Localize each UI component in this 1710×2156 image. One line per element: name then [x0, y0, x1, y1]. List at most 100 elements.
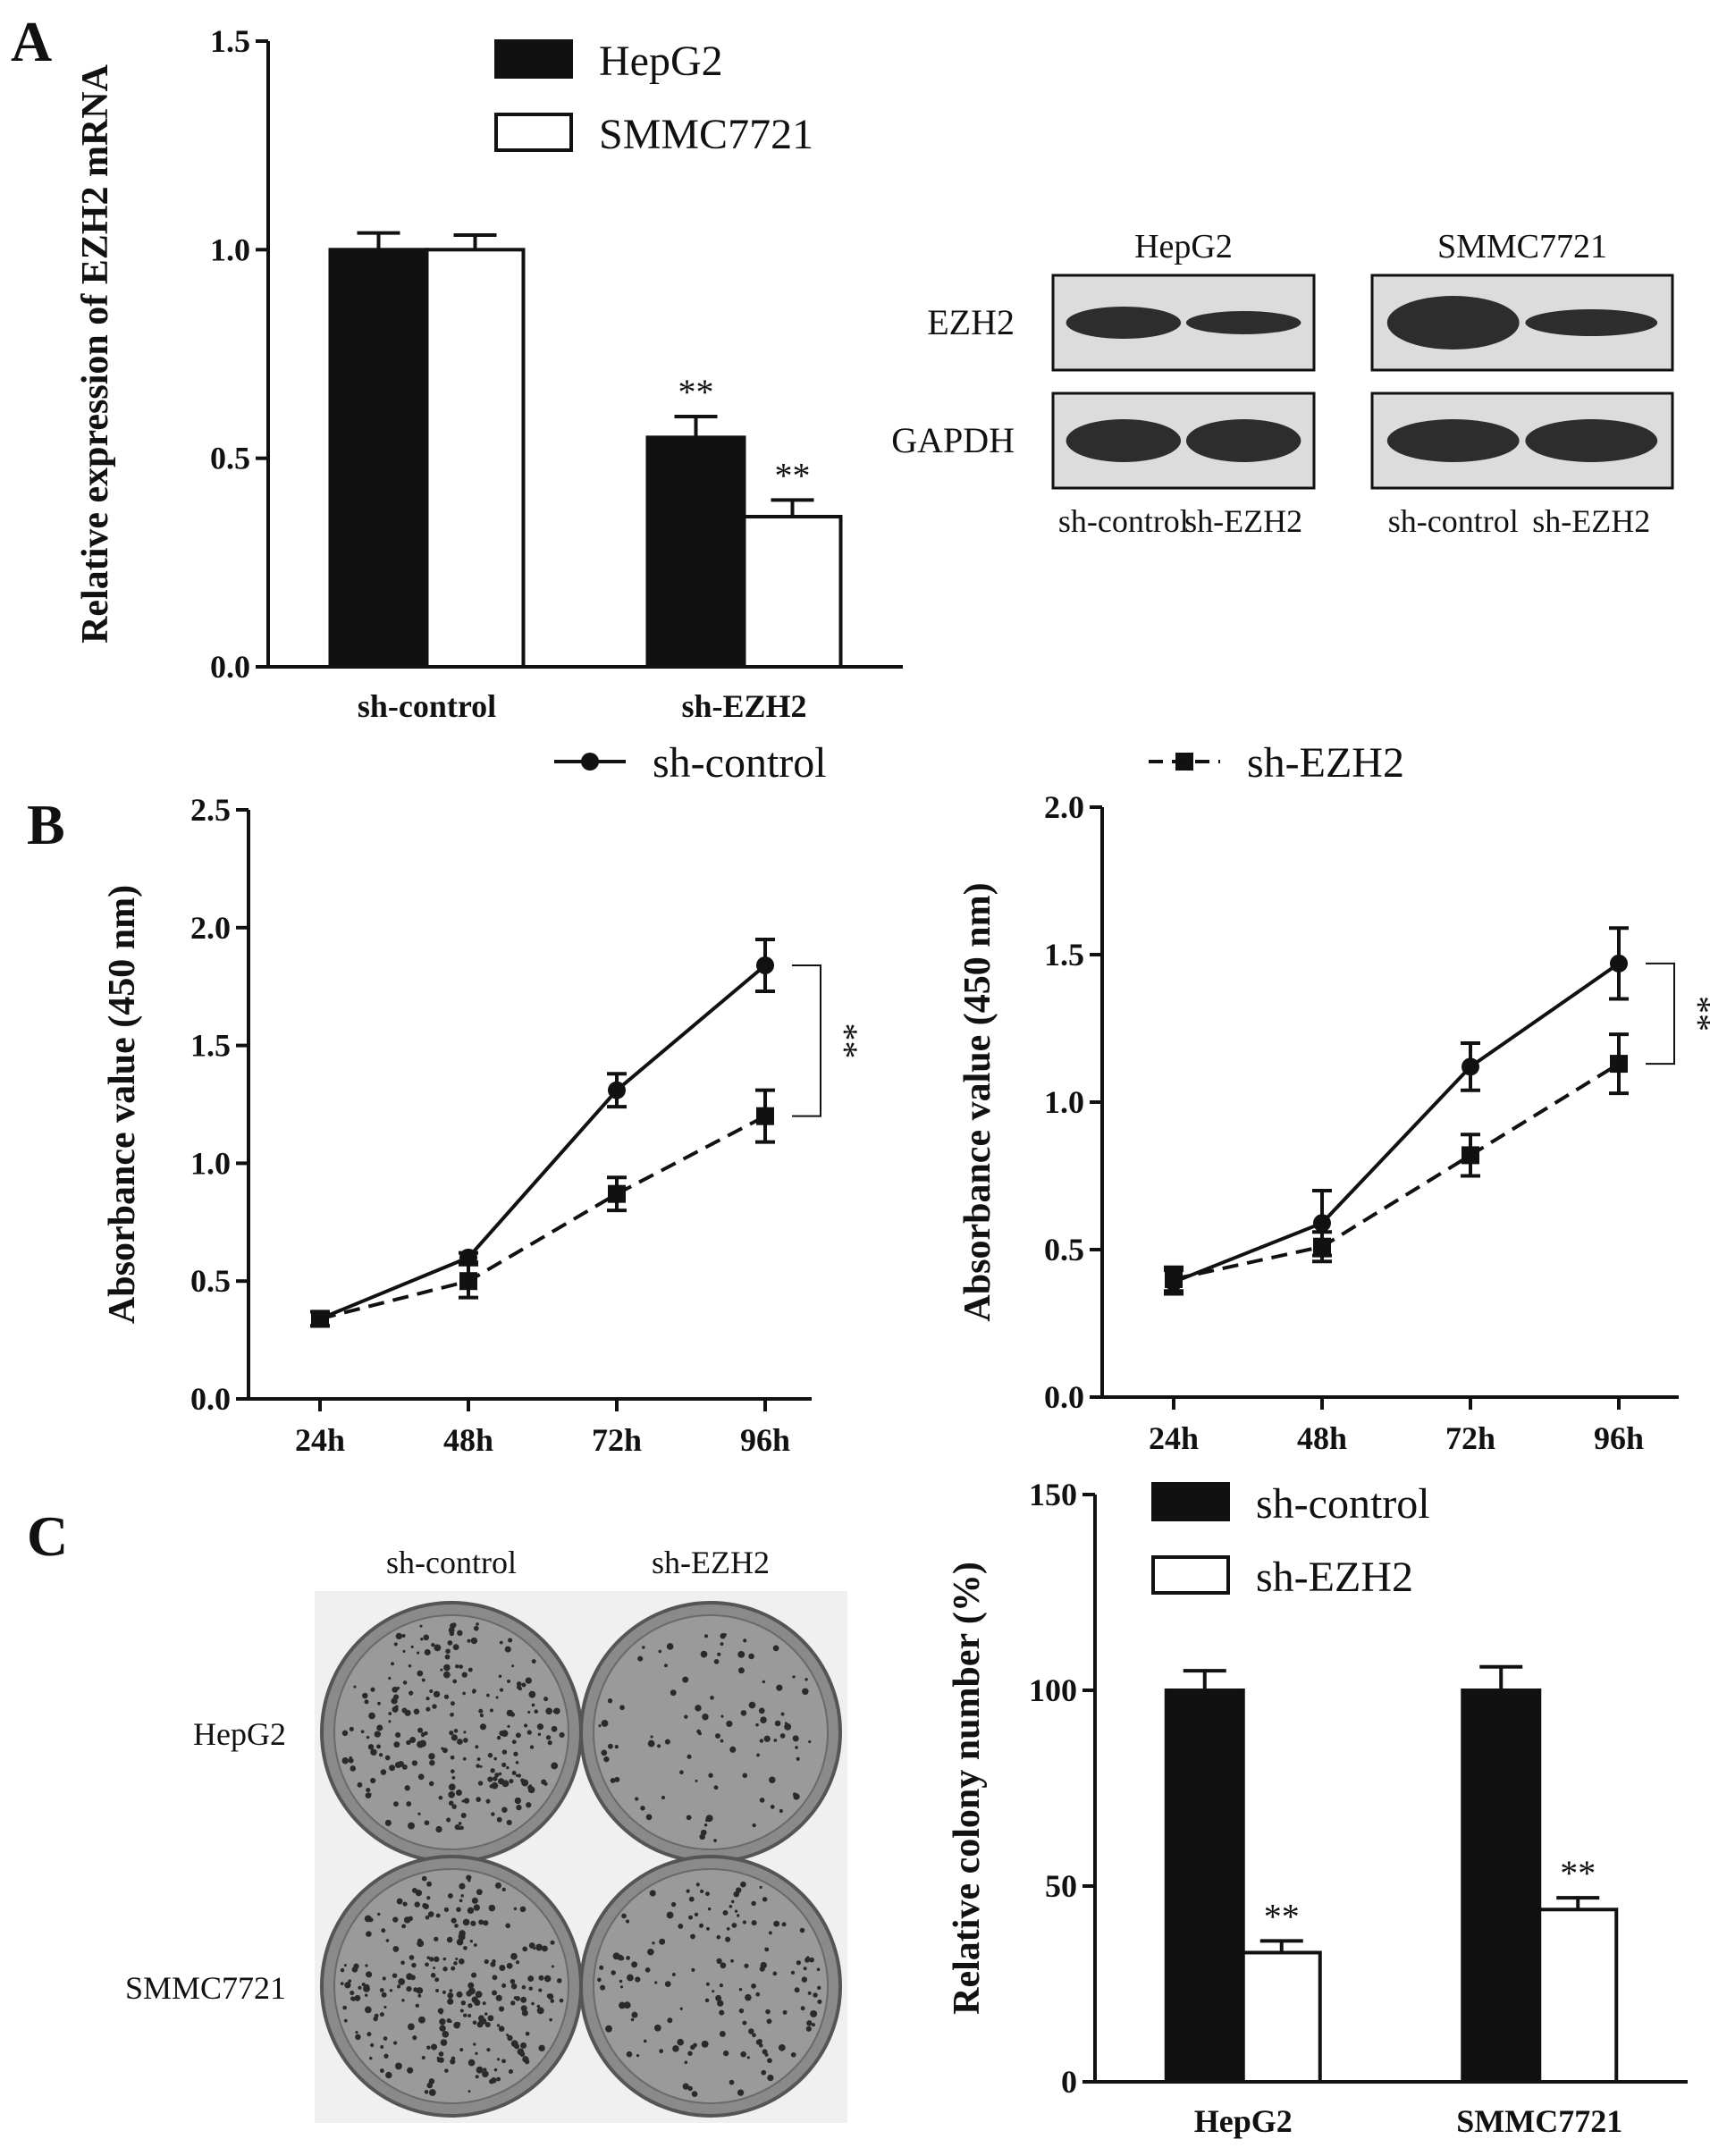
colony-dot [492, 1975, 498, 1981]
colony-dot [501, 2059, 506, 2064]
colony-dot [452, 1679, 458, 1684]
colony-dot [767, 2058, 772, 2064]
colony-dot [473, 1943, 477, 1947]
colony-dot [459, 2048, 464, 2052]
colony-dot [435, 1825, 442, 1833]
colony-dot [441, 1747, 444, 1750]
colony-dot [762, 1680, 766, 1684]
colony-dot [715, 1733, 720, 1739]
data-point [608, 1184, 626, 1203]
colony-dot [507, 1724, 510, 1729]
colony-dot [499, 1688, 504, 1692]
colony-dot [713, 1785, 719, 1790]
photo-row-label: HepG2 [193, 1716, 286, 1752]
colony-dot [437, 2008, 444, 2014]
colony-dot [619, 1985, 624, 1989]
colony-dot [510, 1983, 518, 1990]
colony-dot [429, 1759, 435, 1766]
blot-band [1386, 296, 1520, 350]
colony-dot [434, 1977, 440, 1983]
colony-dot [729, 2079, 735, 2085]
colony-dot [779, 1808, 783, 1814]
colony-dot [458, 1822, 462, 1825]
colony-dot [370, 2042, 375, 2048]
colony-dot [528, 1690, 536, 1698]
colony-dot [411, 1760, 418, 1766]
colony-dot [650, 1735, 653, 1739]
colony-dot [364, 1993, 368, 1998]
colony-dot [528, 1986, 533, 1991]
colony-dot [498, 2025, 505, 2032]
colony-dot [737, 1650, 745, 1658]
data-point [459, 1248, 477, 1267]
colony-dot [489, 1708, 493, 1713]
colony-dot [817, 1999, 822, 2004]
colony-dot [631, 2011, 638, 2018]
colony-dot [468, 2003, 473, 2009]
colony-dot [451, 2056, 456, 2061]
colony-dot [393, 1741, 400, 1748]
colony-dot [420, 1638, 424, 1641]
colony-dot [366, 1735, 370, 1739]
colony-dot [434, 1936, 439, 1941]
colony-dot [647, 1739, 655, 1748]
colony-dot [527, 1710, 531, 1714]
colony-dot [475, 1991, 483, 1998]
colony-dot [522, 1946, 528, 1952]
colony-dot [406, 1801, 412, 1806]
colony-dot [443, 1663, 451, 1672]
colony-photo: HepG2 SMMC7721 sh-control sh-EZH2 [125, 1545, 847, 2123]
colony-dot [392, 1946, 400, 1952]
colony-dot [365, 1792, 372, 1799]
colony-dot [784, 1722, 788, 1725]
colony-dot [448, 1783, 456, 1791]
y-axis-title: Absorbance value (450 nm) [102, 885, 143, 1324]
colony-dot [742, 1920, 746, 1924]
colony-dot [506, 1679, 511, 1684]
colony-dot [782, 2009, 788, 2015]
colony-dot [528, 1942, 535, 1949]
colony-dot [556, 1978, 562, 1983]
colony-dot [434, 1644, 442, 1652]
colony-dot [355, 2031, 358, 2034]
colony-dot [366, 1788, 371, 1793]
colony-dot [391, 1697, 398, 1705]
colony-dot [432, 1704, 437, 1709]
colony-dot [426, 2045, 431, 2050]
colony-dot [666, 1643, 674, 1650]
panel-label-a: A [11, 10, 52, 73]
colony-dot [463, 2013, 468, 2017]
colony-dot [485, 1798, 491, 1804]
colony-dot [417, 1812, 421, 1815]
blot-row-label: EZH2 [927, 302, 1015, 342]
y-tick-label: 0.0 [190, 1381, 231, 1417]
y-tick-label: 100 [1029, 1672, 1077, 1708]
colony-dot [463, 1731, 467, 1734]
colony-dot [515, 1996, 520, 2001]
colony-dot [736, 1887, 742, 1893]
colony-dot [459, 1899, 463, 1903]
colony-dot [424, 1820, 430, 1826]
colony-dot [406, 1986, 412, 1992]
colony-dot [601, 1720, 609, 1727]
colony-dot [752, 2033, 756, 2038]
colony-dot [742, 1773, 748, 1779]
colony-dot [710, 1696, 714, 1700]
colony-dot [547, 1740, 552, 1746]
colony-dot [488, 1904, 496, 1912]
colony-dot [396, 1686, 400, 1690]
colony-dot [545, 1735, 552, 1740]
colony-dot [457, 1790, 462, 1796]
colony-dot [774, 1720, 781, 1727]
blot-band [1525, 419, 1658, 462]
colony-dot [376, 1744, 381, 1749]
colony-dot [755, 1722, 759, 1727]
colony-dot [536, 2004, 541, 2009]
x-tick-label: 96h [1594, 1420, 1644, 1456]
colony-dot [801, 1976, 808, 1983]
colony-dot [424, 2090, 429, 2094]
blot-band [1185, 311, 1301, 334]
blot-band [1066, 307, 1182, 339]
colony-dot [484, 2022, 491, 2028]
colony-dot [417, 1651, 420, 1655]
